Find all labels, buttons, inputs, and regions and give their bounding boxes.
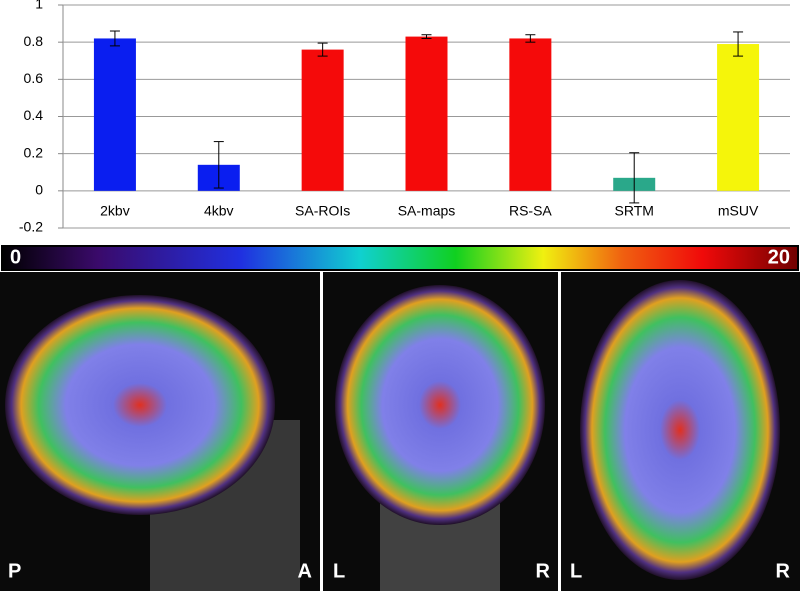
- panel-label: P: [8, 560, 21, 582]
- y-tick-label: -0.2: [19, 219, 43, 235]
- panel-label: A: [298, 560, 312, 582]
- y-tick-label: 0: [35, 182, 43, 198]
- sagittal-brain: [5, 295, 275, 515]
- x-tick-label: SRTM: [615, 203, 654, 219]
- x-tick-label: SA-maps: [398, 203, 456, 219]
- axial-brain: [580, 280, 780, 580]
- x-tick-label: 2kbv: [100, 203, 130, 219]
- brain-panels: P A L R L R: [0, 272, 800, 591]
- bar-chart: -0.2 0 0.2 0.4 0.6 0.8 1 2kbv 4kbv SA-ROIs SA-maps…: [19, 0, 790, 235]
- x-tick-label: mSUV: [718, 203, 759, 219]
- x-tick-label: 4kbv: [204, 203, 234, 219]
- bar: [405, 36, 448, 191]
- panel-label: R: [776, 560, 791, 582]
- bar: [509, 38, 552, 191]
- y-tick-label: 0.8: [24, 33, 44, 49]
- panel-label: L: [570, 560, 582, 582]
- bar: [301, 49, 344, 191]
- coronal-brain: [335, 285, 545, 525]
- colorbar-max: 20: [768, 246, 790, 268]
- bar: [717, 44, 760, 191]
- panel-label: R: [536, 560, 551, 582]
- panel-label: L: [333, 560, 345, 582]
- bar: [93, 38, 136, 191]
- x-tick-label: SA-ROIs: [295, 203, 350, 219]
- colorbar-min: 0: [10, 246, 21, 268]
- y-tick-label: 0.2: [24, 144, 44, 160]
- y-tick-label: 1: [35, 0, 43, 12]
- y-tick-label: 0.4: [24, 107, 44, 123]
- x-tick-label: RS-SA: [509, 203, 552, 219]
- colorbar: [1, 245, 799, 271]
- y-tick-label: 0.6: [24, 70, 44, 86]
